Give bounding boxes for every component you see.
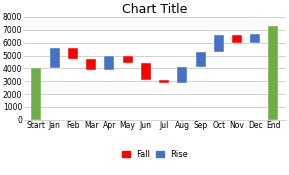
Bar [268,26,279,120]
Bar [214,35,224,52]
Bar [123,55,133,63]
Bar [68,48,78,59]
Bar [196,52,205,67]
Title: Chart Title: Chart Title [122,3,188,16]
Legend: Fall, Rise: Fall, Rise [121,150,188,159]
Bar [104,55,114,70]
Bar [32,68,41,120]
Bar [141,63,151,80]
Bar [232,35,242,43]
Bar [250,34,260,43]
Bar [50,48,60,68]
Bar [159,80,169,82]
Bar [177,67,187,82]
Bar [86,59,96,70]
